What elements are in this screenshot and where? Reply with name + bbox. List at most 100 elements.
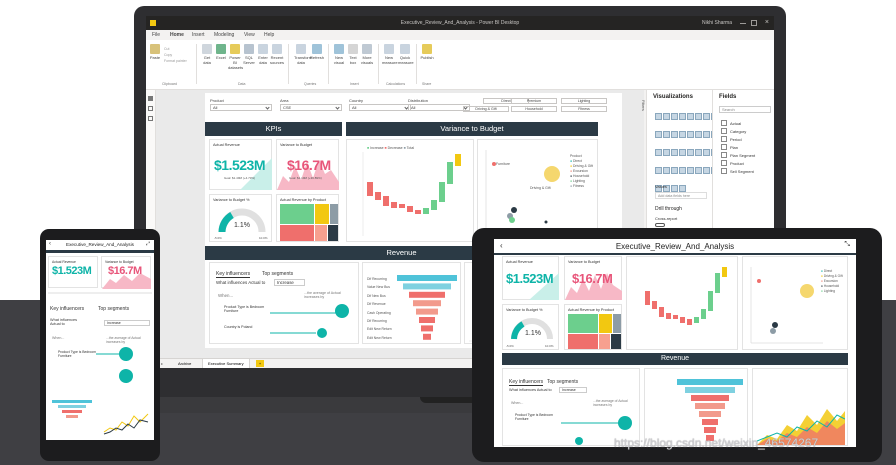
chip-lighting[interactable]: Lighting	[561, 98, 607, 104]
data-view-icon[interactable]	[148, 106, 153, 111]
quick-measure-button[interactable]: Quick measure	[398, 44, 414, 65]
excel-button[interactable]: Excel	[214, 44, 228, 60]
tab-nav-icon[interactable]: ◂ ▸	[158, 361, 164, 366]
tablet-header-bar	[494, 253, 856, 255]
tablet-gauge-max: 10.0%	[545, 344, 554, 348]
chip-direct[interactable]: Direct	[483, 98, 529, 104]
tablet-area-chart[interactable]	[752, 368, 848, 446]
tablet-card-actual[interactable]: Actual Revenue $1.523M	[502, 256, 559, 300]
cut-button[interactable]: Cut	[164, 47, 170, 51]
menu-insert[interactable]: Insert	[192, 32, 205, 38]
close-icon[interactable]: ×	[764, 19, 769, 26]
menu-view[interactable]: View	[244, 32, 255, 38]
tablet-card-treemap[interactable]: Actual Revenue by Product	[564, 304, 622, 350]
tablet-funnel-chart	[677, 379, 743, 441]
new-visual-button[interactable]: New visual	[332, 44, 346, 65]
field-product[interactable]: Product	[721, 160, 744, 166]
tab-archive[interactable]: Archive	[178, 361, 192, 366]
key-influencers-visual[interactable]: Key influencers Top segments What influe…	[209, 262, 359, 344]
kin-tab-top-segments[interactable]: Top segments	[262, 271, 294, 277]
slicer-distribution[interactable]: Distribution All	[408, 98, 470, 111]
more-visuals-button[interactable]: More visuals	[360, 44, 374, 65]
text-box-button[interactable]: Text box	[346, 44, 360, 65]
menu-help[interactable]: Help	[264, 32, 275, 38]
menu-modeling[interactable]: Modeling	[214, 32, 235, 38]
fields-search-input[interactable]: Search	[719, 106, 771, 113]
tablet-kin-bubbles	[561, 416, 632, 445]
slicer-product[interactable]: Product All	[210, 98, 272, 111]
get-data-button[interactable]: Get data	[200, 44, 214, 65]
tablet-scatter[interactable]: ● Direct ● Driving & Gift ● Excursion ● …	[742, 256, 848, 350]
paste-button[interactable]: Paste	[148, 44, 162, 60]
powerbi-datasets-button[interactable]: Power BI datasets	[228, 44, 243, 70]
variance-value: $16.7M	[287, 157, 331, 173]
menu-file[interactable]: File	[152, 32, 161, 38]
chip-premium[interactable]: Premium	[511, 98, 557, 104]
expand-icon[interactable]: ⤢	[145, 241, 150, 247]
tablet-kin-dropdown[interactable]: Increase	[559, 387, 587, 393]
paste-icon	[150, 44, 160, 54]
funnel-visual[interactable]: Dif Recurring Value New Bus Dif New Bus …	[362, 262, 461, 344]
sql-server-button[interactable]: SQL Server	[242, 44, 256, 65]
actual-revenue-value: $1.523M	[214, 157, 265, 173]
transform-data-button[interactable]: Transform data	[294, 44, 312, 65]
publish-button[interactable]: Publish	[420, 44, 434, 60]
slicer-area[interactable]: Area CSE	[280, 98, 342, 111]
report-view-icon[interactable]	[148, 96, 153, 101]
recent-sources-button[interactable]: Recent sources	[270, 44, 284, 65]
tablet-kin-question: What influences Actual to	[509, 388, 552, 392]
maximize-icon[interactable]	[751, 20, 757, 26]
actual-revenue-goal: Goal: $1.49M (+4.73%)	[224, 176, 256, 180]
refresh-button[interactable]: Refresh	[310, 44, 324, 60]
tablet-funnel[interactable]	[644, 368, 748, 446]
drill-through-title: Drill through	[655, 206, 682, 212]
back-icon[interactable]: ‹	[49, 241, 51, 247]
tablet-waterfall[interactable]	[626, 256, 738, 350]
tablet-card-gauge[interactable]: Variance to Budget % 1.1% -5.0% 10.0%	[502, 304, 559, 350]
chip-fitness[interactable]: Fitness	[561, 106, 607, 112]
phone-card-actual[interactable]: Actual Revenue $1.523M	[48, 256, 98, 288]
new-measure-button[interactable]: New measure	[382, 44, 398, 65]
tab-add-page[interactable]: +	[256, 360, 264, 367]
model-view-icon[interactable]	[148, 116, 153, 121]
card-variance[interactable]: Variance to Budget $16.7M Goal: $1.19M (…	[276, 139, 339, 190]
phone-card-variance[interactable]: Variance to Budget $16.7M	[101, 256, 151, 289]
field-period[interactable]: Period	[721, 136, 742, 142]
phone-variance-area	[102, 273, 151, 289]
field-plan[interactable]: Plan	[721, 144, 738, 150]
calculator-icon	[384, 44, 394, 54]
card-actual-revenue[interactable]: Actual Revenue $1.523M Goal: $1.49M (+4.…	[209, 139, 272, 190]
tablet-card-variance[interactable]: Variance to Budget $16.7M	[564, 256, 622, 300]
cross-report-toggle[interactable]	[655, 223, 665, 227]
copy-button[interactable]: Copy	[164, 53, 173, 57]
phone-kin-tab2[interactable]: Top segments	[98, 306, 130, 312]
field-plan-segment[interactable]: Plan Segment	[721, 152, 755, 158]
tablet-back-icon[interactable]: ‹	[500, 241, 503, 250]
visual-gallery[interactable]	[655, 108, 727, 198]
add-data-field[interactable]: Add data fields here	[655, 192, 707, 199]
chip-driving-gift[interactable]: Driving & Gift	[463, 106, 509, 112]
tablet-key-influencers[interactable]: Key influencers Top segments What influe…	[502, 368, 640, 446]
tablet-collapse-icon[interactable]: ⤡	[844, 241, 850, 248]
phone-kin-tab1[interactable]: Key influencers	[50, 306, 85, 312]
enter-data-button[interactable]: Enter data	[256, 44, 270, 65]
slicer-country[interactable]: Country All	[349, 98, 411, 111]
scatter-visual[interactable]: Furniture Driving & Gift Product ● Direc…	[477, 139, 598, 242]
tab-executive-summary[interactable]: Executive Summary	[202, 359, 250, 368]
chip-household[interactable]: Household	[511, 106, 557, 112]
minimize-icon[interactable]	[740, 23, 746, 24]
phone-kin-dropdown[interactable]: Increase	[104, 320, 150, 326]
format-painter-button[interactable]: Format painter	[164, 59, 187, 63]
field-sell-segment[interactable]: Sell Segment	[721, 168, 754, 174]
card-variance-pct[interactable]: Variance to Budget % 1.1% -5.0% 10.0%	[209, 194, 272, 242]
filters-collapsed[interactable]: Filters	[641, 100, 646, 111]
tablet-kin-tab1[interactable]: Key influencers	[509, 379, 544, 386]
card-revenue-by-product[interactable]: Actual Revenue by Product	[276, 194, 339, 242]
field-actual[interactable]: Actual	[721, 120, 741, 126]
field-category[interactable]: Category	[721, 128, 746, 134]
kin-tab-key-influencers[interactable]: Key influencers	[216, 271, 251, 278]
group-data: Data	[238, 82, 246, 86]
tablet-kin-tab2[interactable]: Top segments	[547, 379, 579, 385]
kin-dropdown[interactable]: Increase	[274, 279, 305, 286]
waterfall-visual[interactable]: ■ Increase ■ Decrease ■ Total	[346, 139, 474, 242]
